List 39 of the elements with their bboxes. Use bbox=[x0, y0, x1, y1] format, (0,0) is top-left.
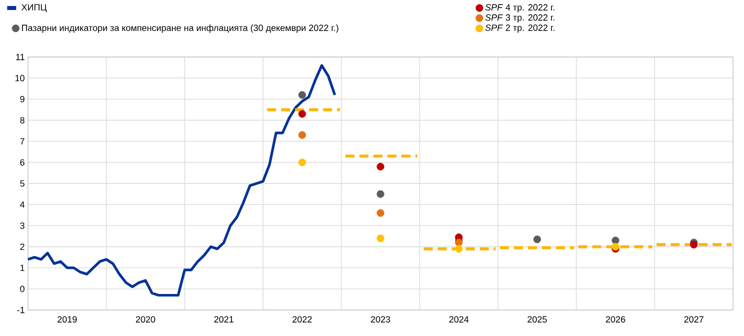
point bbox=[376, 162, 384, 170]
point bbox=[376, 209, 384, 217]
y-tick-label: 3 bbox=[20, 222, 24, 229]
x-tick-label: 2025 bbox=[528, 316, 547, 323]
legend-label: SPF 3 тр. 2022 г. bbox=[485, 14, 554, 22]
point bbox=[376, 190, 384, 198]
y-tick-label: -1 bbox=[17, 306, 24, 314]
legend-label: Пазарни индикатори за компенсиране на инфлацията (30 декември 2022 г.) bbox=[22, 24, 338, 33]
point bbox=[612, 236, 620, 244]
x-tick-label: 2026 bbox=[606, 316, 626, 323]
y-tick-label: 1 bbox=[20, 264, 24, 271]
point bbox=[612, 242, 620, 251]
y-tick-label: 10 bbox=[15, 74, 24, 82]
point bbox=[298, 110, 306, 118]
legend-label: SPF 2 тр. 2022 г. bbox=[485, 24, 554, 33]
y-tick-label: 5 bbox=[20, 180, 24, 187]
point bbox=[533, 236, 541, 244]
y-tick-label: 2 bbox=[20, 244, 24, 250]
y-tick-label: 0 bbox=[20, 286, 24, 292]
y-tick-label: 11 bbox=[16, 54, 24, 60]
y-tick-label: 9 bbox=[20, 96, 24, 102]
x-tick-label: 2019 bbox=[58, 316, 77, 323]
point bbox=[298, 158, 306, 166]
legend-label: SPF 4 тр. 2022 г. bbox=[485, 4, 554, 12]
y-tick-label: 8 bbox=[20, 117, 24, 124]
x-tick-label: 2023 bbox=[370, 316, 390, 323]
y-tick-label: 4 bbox=[20, 201, 25, 208]
x-tick-label: 2027 bbox=[684, 316, 704, 323]
x-tick-label: 2022 bbox=[292, 316, 312, 323]
point bbox=[298, 131, 306, 139]
x-tick-label: 2021 bbox=[214, 316, 234, 323]
point bbox=[298, 91, 306, 99]
legend-label: ХИПЦ bbox=[21, 4, 47, 12]
point bbox=[455, 245, 463, 253]
x-tick-label: 2024 bbox=[449, 316, 469, 323]
point bbox=[376, 234, 384, 242]
y-tick-label: 7 bbox=[20, 138, 24, 144]
y-tick-label: 6 bbox=[20, 159, 24, 166]
x-tick-label: 2020 bbox=[136, 316, 156, 323]
